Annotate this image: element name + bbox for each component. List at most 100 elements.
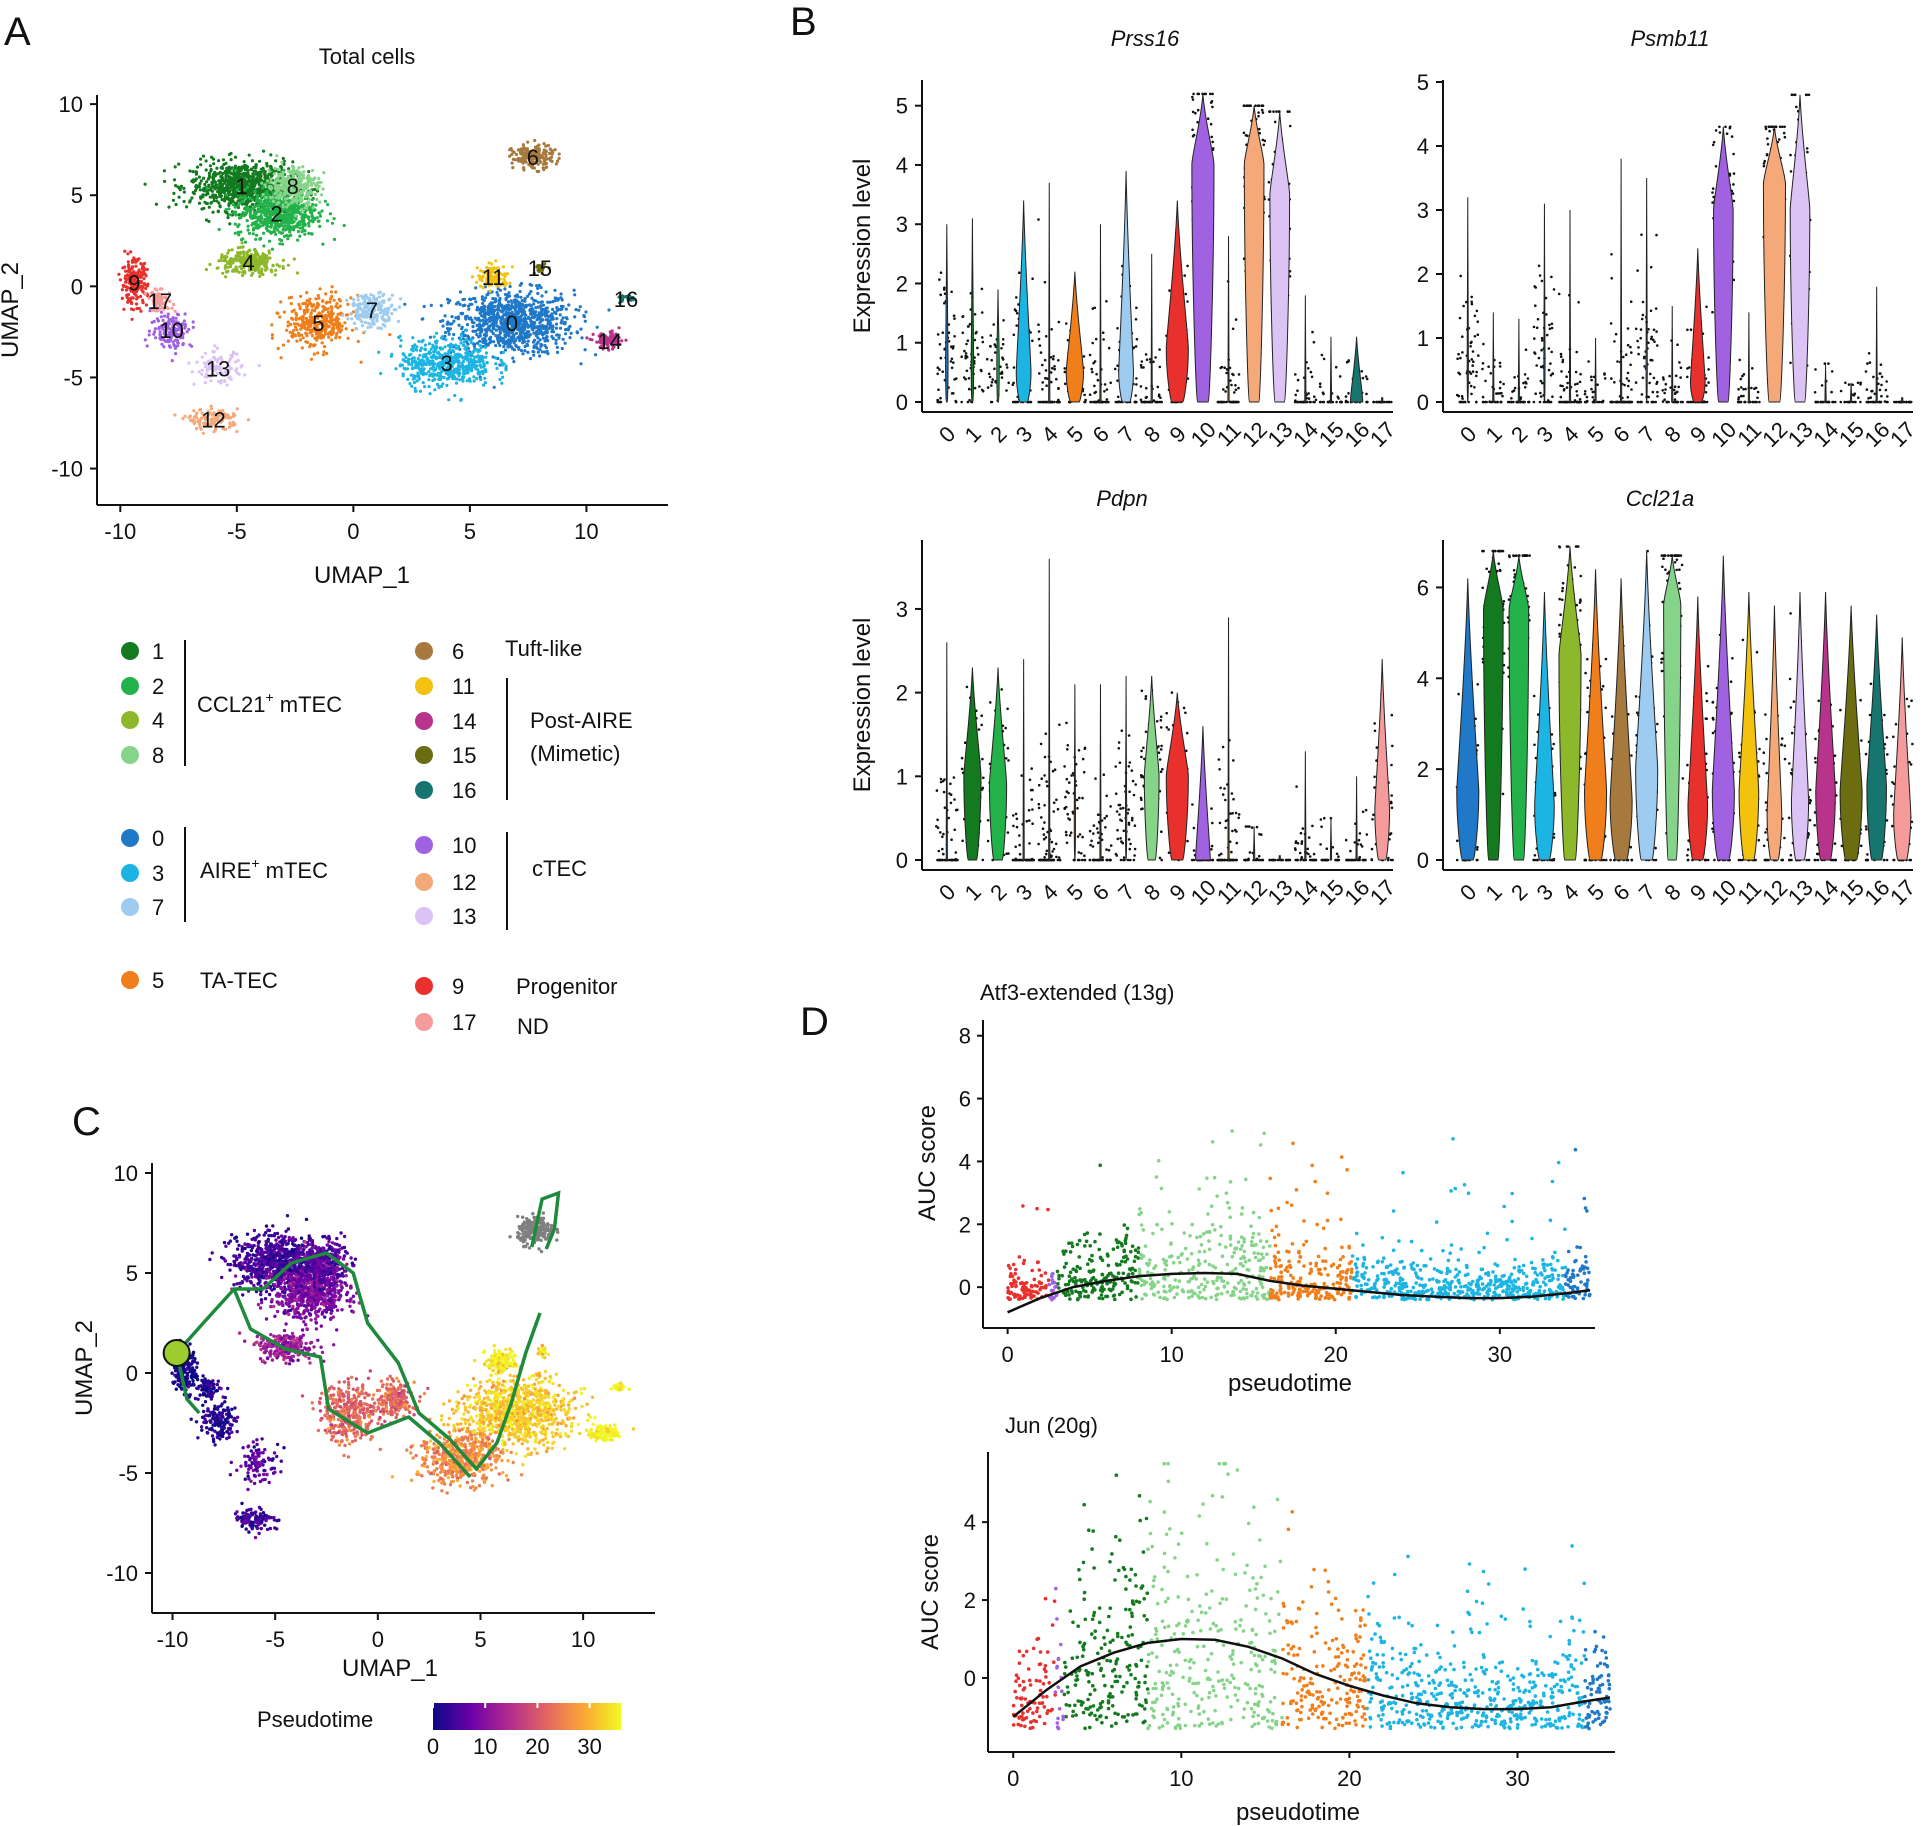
umap-a-point [533,311,537,315]
umap-a-point [514,331,519,335]
umap-a-point [443,330,448,335]
umap-a-point [475,341,480,345]
umap-a-point [355,313,360,317]
umap-a-point [191,320,195,324]
umap-a-point [304,202,308,206]
umap-a-point [340,324,344,328]
umap-a-point [201,154,206,158]
umap-a-point [218,205,222,209]
umap-a-point [302,320,306,324]
umap-a-point [277,184,281,188]
umap-a-point [452,368,456,372]
umap-a-point [300,209,304,213]
umap-a-point [255,197,259,201]
umap-a-point [279,165,284,169]
umap-a-point [502,308,506,312]
umap-a-point [327,320,331,324]
umap-a-point [423,385,427,389]
umap-a-point [573,315,577,319]
umap-a-point [504,368,508,372]
umap-a-point [201,188,205,192]
umap-a-point [538,354,542,358]
umap-a-point [237,270,241,274]
umap-a-point [407,357,411,361]
umap-a-point [220,166,225,170]
umap-a-point [493,304,497,309]
umap-a-point [495,290,499,295]
umap-a-point [311,206,315,210]
umap-a-point [539,286,543,290]
umap-a-point [191,325,195,329]
umap-a-point [220,253,224,257]
umap-a-point [484,355,488,359]
umap-a-point [213,171,217,175]
umap-a-point [583,319,587,323]
umap-a-point [531,340,536,344]
umap-a-point [281,181,285,185]
umap-a-point [194,177,198,181]
umap-a-point [219,195,223,199]
umap-a-point [121,284,126,288]
umap-a-point [221,271,225,275]
umap-a-point [477,307,482,311]
umap-a-point [173,309,177,313]
umap-a-point [338,304,342,308]
umap-a-point [192,409,196,413]
umap-a-point [515,323,519,327]
umap-a-point [334,321,338,325]
umap-a-point [228,421,232,425]
umap-a-point [325,351,329,356]
umap-a-point [472,296,476,301]
umap-a-point [120,288,124,292]
umap-a-point [472,349,476,354]
umap-a-point [355,327,359,331]
umap-a-point [269,177,273,181]
umap-a-point [402,366,406,370]
umap-a-point [533,138,537,143]
umap-a-point [559,321,563,325]
umap-a-point [498,363,502,367]
umap-a-point [536,317,540,321]
umap-a-point [298,338,303,342]
umap-a-point [257,159,262,163]
umap-a-point [478,331,482,335]
umap-a-point [235,352,239,356]
umap-a-point [123,249,127,253]
umap-a-point [483,316,487,320]
umap-a-point [222,259,226,263]
umap-a-point [423,343,427,347]
umap-a-point [548,147,552,151]
umap-a-point [182,190,186,194]
umap-a-point [536,286,540,290]
umap-a-point [210,155,214,159]
umap-a-point [334,304,338,308]
umap-a-point [240,241,244,245]
umap-a-point [320,193,324,197]
umap-a-point [390,312,394,316]
umap-a-point [455,377,459,381]
umap-a-point [457,344,461,348]
umap-a-point [508,327,512,331]
umap-a-point [327,335,331,339]
umap-a-point [498,343,502,348]
umap-a-point [264,226,268,231]
umap-a-point [249,168,253,172]
umap-a-point [464,346,468,350]
umap-a-point [514,152,519,157]
umap-a-point [511,157,515,161]
umap-a-point [147,329,151,333]
umap-a-point [411,344,415,348]
umap-a-point [251,232,255,236]
umap-a-point [295,322,299,326]
umap-a-point [192,192,196,196]
umap-a-point [479,319,483,323]
umap-a-point [470,369,474,373]
umap-a-point [516,148,521,152]
umap-a-point [281,231,285,235]
umap-a-point [223,254,227,258]
umap-a-point [544,290,548,294]
umap-a-point [324,292,328,296]
umap-a-point [145,344,149,348]
umap-a-point [174,345,178,349]
umap-a-point [355,303,359,307]
